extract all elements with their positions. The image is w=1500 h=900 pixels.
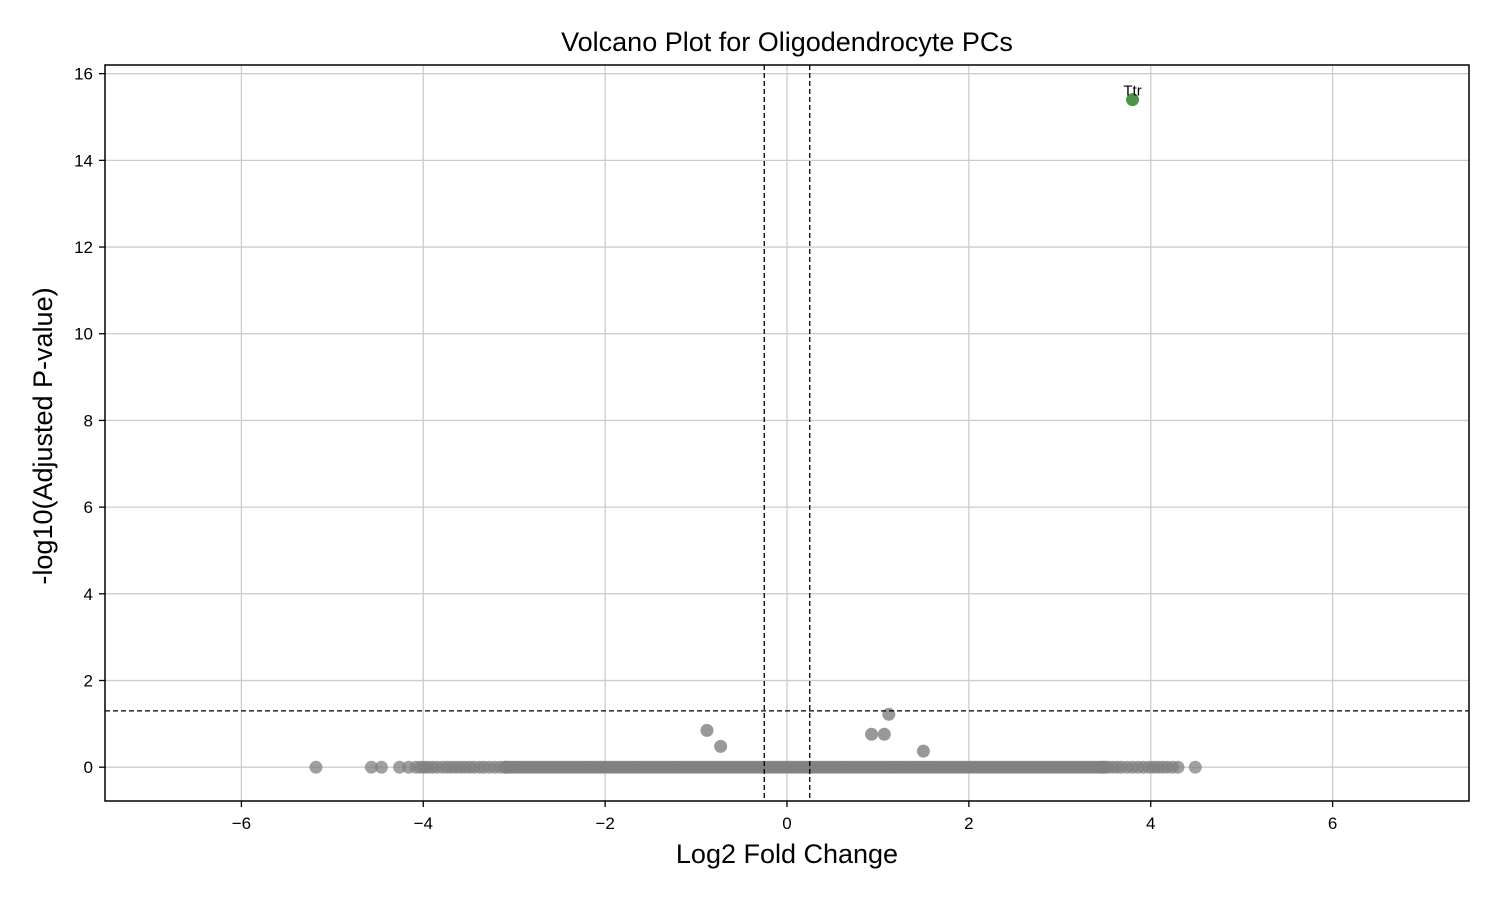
y-tick-label: 6 (84, 498, 93, 517)
y-tick-label: 12 (74, 238, 93, 257)
data-point (374, 760, 388, 774)
data-point (700, 723, 714, 737)
data-point (714, 739, 728, 753)
y-tick-label: 16 (74, 65, 93, 84)
ticks-layer: −6 −4 −2 0 2 4 6 0 2 4 6 8 10 12 14 16 (74, 65, 1337, 833)
point-annotation: Ttr (1123, 83, 1141, 100)
data-point (877, 727, 891, 741)
data-point (393, 760, 407, 774)
x-axis-label: Log2 Fold Change (676, 839, 898, 869)
data-point (1188, 760, 1202, 774)
x-tick-label: 6 (1328, 814, 1337, 833)
chart-title: Volcano Plot for Oligodendrocyte PCs (561, 27, 1013, 57)
x-tick-label: −6 (232, 814, 251, 833)
y-tick-label: 10 (74, 325, 93, 344)
x-tick-label: 2 (964, 814, 973, 833)
annotation-layer: Ttr (1123, 83, 1141, 100)
data-point (882, 707, 896, 721)
data-point (916, 744, 930, 758)
x-tick-label: −2 (595, 814, 614, 833)
data-point (865, 727, 879, 741)
x-tick-label: −4 (414, 814, 433, 833)
y-tick-label: 4 (84, 585, 93, 604)
data-point (309, 760, 323, 774)
x-tick-label: 4 (1146, 814, 1155, 833)
points-layer (309, 93, 1202, 774)
x-tick-label: 0 (782, 814, 791, 833)
data-point (364, 760, 378, 774)
threshold-layer (105, 65, 1469, 801)
data-point (499, 760, 513, 774)
y-tick-label: 0 (84, 758, 93, 777)
grid-layer (105, 65, 1469, 801)
y-tick-label: 14 (74, 151, 93, 170)
y-axis-label: -log10(Adjusted P-value) (28, 287, 58, 584)
data-point (1171, 760, 1185, 774)
y-tick-label: 2 (84, 672, 93, 691)
y-tick-label: 8 (84, 411, 93, 430)
data-point (1126, 93, 1140, 107)
